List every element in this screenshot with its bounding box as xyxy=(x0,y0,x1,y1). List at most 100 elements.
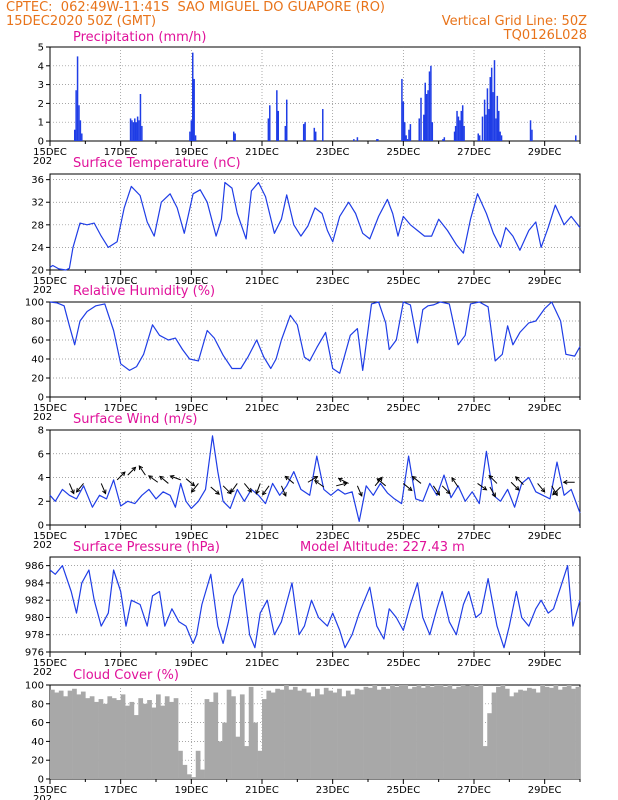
cloud-cover-bar xyxy=(310,696,316,779)
cloud-cover-bar xyxy=(133,715,139,779)
precipitation-bar xyxy=(406,139,409,141)
cloud-cover-bar xyxy=(315,688,320,779)
cloud-cover-bar xyxy=(244,746,250,779)
wind-arrow xyxy=(510,481,520,491)
cloud-cover-bar xyxy=(363,686,369,779)
humidity-xtick-label: 21DEC xyxy=(245,403,279,414)
wind-arrow-shaft xyxy=(432,485,440,496)
cloud-cover-bar xyxy=(513,692,519,779)
wind-arrow-shaft xyxy=(477,483,487,491)
wind-xtick-label: 27DEC xyxy=(457,531,491,542)
precipitation-panel: 0 1 2 3 4 5 15DEC 17DEC 19DEC 21DEC 23DEC 25DEC 27DE… xyxy=(33,43,581,167)
wind-arrow xyxy=(222,485,232,495)
wind-arrow xyxy=(441,485,451,495)
wind-arrow-shaft xyxy=(515,476,524,485)
precipitation-bar xyxy=(531,129,533,141)
wind-arrow-head xyxy=(314,480,319,485)
cloud-cover-xtick-label: 19DEC xyxy=(174,785,208,796)
cloud-cover-ytick-label: 0 xyxy=(38,775,44,786)
humidity-xtick-label: 29DEC xyxy=(528,403,562,414)
wind-xtick-label: 15DEC xyxy=(33,531,67,542)
wind-arrow xyxy=(127,466,137,476)
precipitation-bar xyxy=(138,120,140,141)
cloud-cover-bar xyxy=(306,692,311,779)
wind-arrow xyxy=(243,483,253,493)
humidity-frame xyxy=(49,301,581,398)
wind-arrow-shaft xyxy=(76,483,84,493)
wind-ytick-label: 4 xyxy=(38,473,44,484)
cloud-cover-bar xyxy=(160,705,166,779)
cloud-cover-bar xyxy=(76,694,82,779)
wind-arrow xyxy=(314,480,325,488)
precipitation-bar xyxy=(277,110,280,141)
cloud-cover-bar xyxy=(72,688,77,779)
cloud-cover-bar xyxy=(129,701,135,779)
wind-title: Surface Wind (m/s) xyxy=(73,412,198,427)
precipitation-bar xyxy=(232,131,235,141)
wind-arrow-shaft xyxy=(159,476,169,484)
wind-arrow xyxy=(255,483,261,495)
wind-arrow xyxy=(489,486,496,498)
wind-arrow xyxy=(100,483,107,495)
wind-arrow-shaft xyxy=(488,475,498,484)
grid-line-note: Vertical Grid Line: 50Z xyxy=(441,14,587,29)
humidity-ytick-label: 20 xyxy=(31,374,44,385)
cloud-cover-bar xyxy=(213,692,219,779)
wind-arrow-shaft xyxy=(441,485,451,494)
wind-arrow-shaft xyxy=(116,471,126,481)
wind-arrow-shaft xyxy=(489,486,496,497)
precipitation-bar xyxy=(459,120,461,141)
cloud-cover-bar xyxy=(398,685,404,779)
precipitation-bar xyxy=(486,88,489,141)
precipitation-bar xyxy=(73,129,76,141)
wind-arrow-shaft xyxy=(412,476,422,484)
cloud-cover-bar xyxy=(253,722,258,779)
cloud-cover-bar xyxy=(173,698,179,779)
precipitation-bar xyxy=(463,125,465,141)
wind-ytick-label: 8 xyxy=(38,426,44,437)
cloud-cover-bar xyxy=(504,688,510,779)
precipitation-bar xyxy=(135,122,137,141)
humidity-xtick-label: 17DEC xyxy=(104,403,138,414)
precipitation-bar xyxy=(284,125,287,141)
cloud-cover-bar xyxy=(522,690,528,779)
precipitation-bar xyxy=(136,116,139,141)
wind-arrow-shaft xyxy=(403,483,413,491)
precipitation-bar xyxy=(75,90,77,141)
cloud-cover-bar xyxy=(164,696,170,779)
precipitation-bar xyxy=(460,110,463,141)
cloud-cover-bar xyxy=(107,696,113,779)
humidity-year-label: 202 xyxy=(33,412,52,423)
cloud-cover-xtick-label: 17DEC xyxy=(104,785,138,796)
cloud-cover-xtick-label: 27DEC xyxy=(457,785,491,796)
cloud-cover-bar xyxy=(125,705,130,779)
cloud-cover-bar xyxy=(297,690,303,779)
cloud-cover-bar xyxy=(500,685,506,779)
precipitation-bar xyxy=(418,118,420,141)
cloud-cover-bar xyxy=(169,701,174,779)
precipitation-xtick-label: 19DEC xyxy=(174,147,208,158)
wind-arrow-shaft xyxy=(510,481,520,491)
cloud-cover-ytick-label: 60 xyxy=(31,718,44,729)
precipitation-bar xyxy=(427,90,429,141)
precipitation-bar xyxy=(285,99,288,141)
station-header: CPTEC: 062:49W-11:41S SAO MIGUEL DO GUAP… xyxy=(6,0,385,15)
wind-year-label: 202 xyxy=(33,540,52,551)
humidity-panel: 0 20 40 60 80 100 15DEC 17DEC 19DEC 21DEC 23DEC 25D… xyxy=(25,298,581,423)
pressure-ytick-label: 986 xyxy=(25,561,44,572)
cloud-cover-bar xyxy=(98,699,104,779)
cloud-cover-bar xyxy=(151,707,157,779)
wind-xtick-label: 17DEC xyxy=(104,531,138,542)
precipitation-bar xyxy=(314,131,317,141)
wind-arrow xyxy=(488,474,498,484)
wind-arrow xyxy=(116,471,126,481)
wind-arrow-head xyxy=(138,465,144,471)
wind-arrow-shaft xyxy=(100,483,107,494)
precipitation-bar xyxy=(431,122,434,141)
precipitation-bar xyxy=(267,118,270,141)
cloud-cover-bar xyxy=(67,690,73,779)
cloud-cover-bar xyxy=(443,686,448,779)
temperature-ytick-label: 24 xyxy=(31,243,44,254)
cloud-cover-bar xyxy=(345,690,351,779)
cloud-cover-bar xyxy=(209,701,214,779)
